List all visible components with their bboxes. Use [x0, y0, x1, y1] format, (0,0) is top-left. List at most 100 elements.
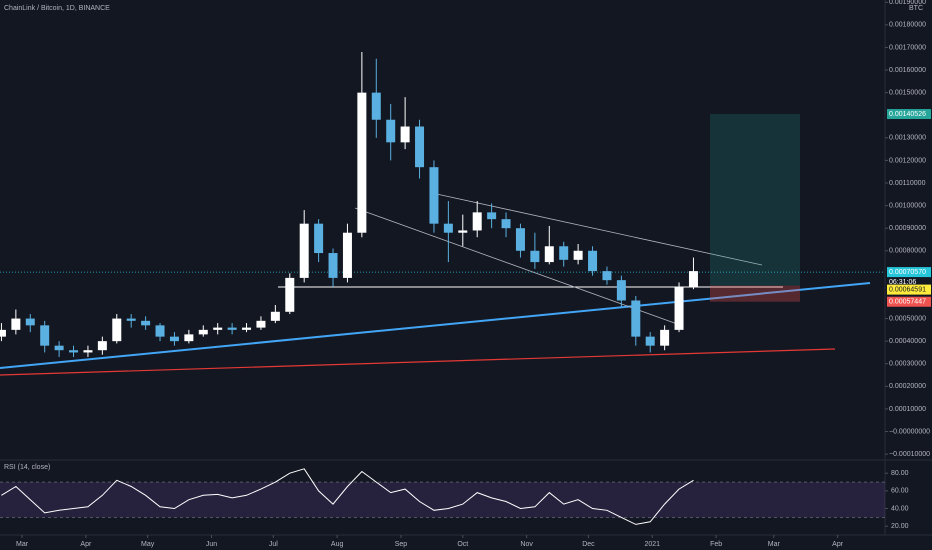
x-tick-label: Aug — [331, 541, 344, 548]
y-tick-label: 0.00030000 — [889, 361, 926, 368]
y-tick-label: 0.00120000 — [889, 157, 926, 164]
candle-body — [357, 92, 367, 233]
channel-line — [354, 207, 681, 326]
unit-label: BTC — [909, 5, 923, 12]
candle-body — [371, 92, 381, 120]
y-tick-label: −0.00000000 — [889, 428, 930, 435]
rsi-tick-label: 80.00 — [891, 470, 909, 477]
y-tick-label: 0.00150000 — [889, 89, 926, 96]
price-tag — [887, 267, 931, 278]
candle-body — [660, 329, 670, 346]
y-tick-label: 0.00110000 — [889, 180, 926, 187]
candle-body — [69, 350, 79, 353]
candle-body — [198, 329, 208, 335]
candle-body — [386, 119, 396, 143]
candle-body — [299, 223, 309, 278]
x-tick-label: Jun — [206, 541, 217, 548]
rsi-tick-label: 60.00 — [891, 488, 909, 495]
x-tick-label: Nov — [520, 541, 533, 548]
channel-line — [431, 192, 763, 266]
candle-body — [213, 327, 223, 330]
rsi-tick-label: 20.00 — [891, 523, 909, 530]
candle-body — [415, 126, 425, 168]
candle-body — [227, 327, 237, 330]
candle-body — [400, 126, 410, 143]
candle-body — [54, 345, 64, 351]
candle-body — [0, 329, 6, 337]
candle-body — [487, 212, 497, 220]
target-zone — [710, 114, 800, 286]
candle-body — [314, 223, 324, 254]
trend-line — [0, 348, 836, 376]
price-tag-label: 0.00057447 — [889, 299, 926, 306]
x-tick-label: Mar — [768, 541, 781, 548]
y-tick-label: 0.00080000 — [889, 248, 926, 255]
y-tick-label: 0.00100000 — [889, 202, 926, 209]
x-tick-label: Mar — [16, 541, 29, 548]
candle-body — [458, 230, 468, 233]
candle-body — [544, 246, 554, 263]
candle-body — [11, 318, 21, 330]
y-tick-label: 0.00160000 — [889, 67, 926, 74]
x-tick-label: Dec — [582, 541, 595, 548]
candle-body — [184, 334, 194, 342]
candle-body — [25, 318, 35, 326]
candle-body — [429, 167, 439, 224]
candle-body — [645, 336, 655, 346]
x-tick-label: Jul — [269, 541, 278, 548]
candle-body — [530, 250, 540, 263]
y-tick-label: 0.00130000 — [889, 135, 926, 142]
candle-body — [515, 228, 525, 251]
price-tag-label: 0.00070570 — [889, 269, 926, 276]
candle-body — [588, 250, 598, 272]
rsi-title: RSI (14, close) — [4, 464, 50, 471]
candle-body — [97, 341, 107, 351]
y-tick-label: 0.00010000 — [889, 406, 926, 413]
y-tick-label: 0.00050000 — [889, 315, 926, 322]
candle-body — [242, 327, 252, 330]
price-tag — [887, 284, 931, 295]
price-tag — [887, 109, 931, 120]
y-tick-label: −0.00010000 — [889, 451, 930, 458]
candle-body — [674, 286, 684, 330]
x-tick-label: May — [141, 541, 155, 548]
stop-zone — [710, 285, 800, 302]
price-tag-label: 0.00064591 — [889, 286, 926, 293]
candle-body — [40, 325, 50, 346]
candle-body — [631, 300, 641, 337]
candle-body — [342, 232, 352, 278]
x-tick-label: Oct — [457, 541, 468, 548]
trend-line — [0, 282, 871, 369]
x-tick-label: Sep — [395, 541, 408, 548]
candle-body — [270, 311, 280, 321]
candle-body — [112, 318, 122, 342]
y-tick-label: 0.00090000 — [889, 225, 926, 232]
candle-body — [328, 253, 338, 278]
candle-body — [256, 320, 266, 328]
y-tick-label: 0.00170000 — [889, 44, 926, 51]
rsi-tick-label: 40.00 — [891, 505, 909, 512]
rsi-band — [0, 482, 885, 518]
x-tick-label: Apr — [832, 541, 844, 548]
y-tick-label: 0.00020000 — [889, 383, 926, 390]
price-tag-label: 0.00140526 — [889, 111, 926, 118]
y-tick-label: 0.00180000 — [889, 22, 926, 29]
candle-body — [602, 271, 612, 281]
candle-body — [688, 271, 698, 287]
candle-body — [559, 246, 569, 260]
y-tick-label: 0.00040000 — [889, 338, 926, 345]
candle-body — [443, 223, 453, 233]
candle-body — [155, 325, 165, 337]
candle-body — [501, 219, 511, 229]
candle-body — [169, 336, 179, 342]
candle-body — [83, 350, 93, 353]
candle-body — [126, 318, 136, 321]
candle-body — [573, 250, 583, 260]
x-tick-label: Apr — [80, 541, 92, 548]
y-tick-label: 0.00190000 — [889, 0, 926, 6]
x-tick-label: 2021 — [644, 541, 660, 548]
candle-body — [285, 277, 295, 312]
